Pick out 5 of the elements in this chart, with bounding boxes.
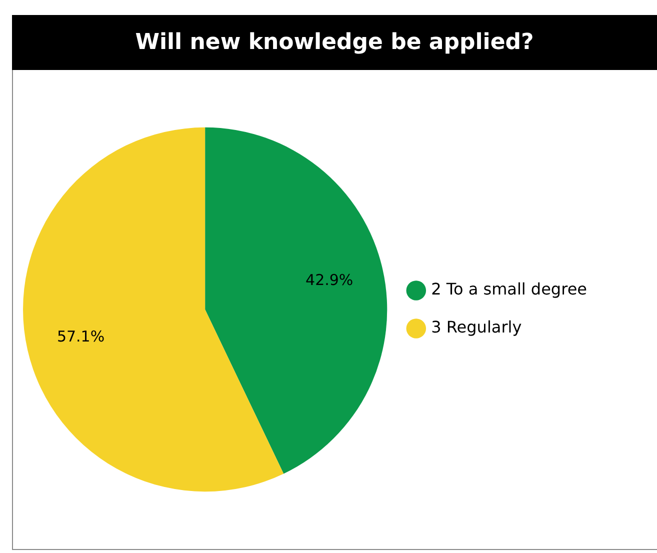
data-label: 57.1%: [56, 328, 105, 346]
chart-title: Will new knowledge be applied?: [12, 15, 657, 70]
legend-label: 2 To a small degree: [431, 280, 587, 299]
data-label: 42.9%: [306, 271, 354, 290]
legend-label: 3 Regularly: [431, 318, 522, 337]
